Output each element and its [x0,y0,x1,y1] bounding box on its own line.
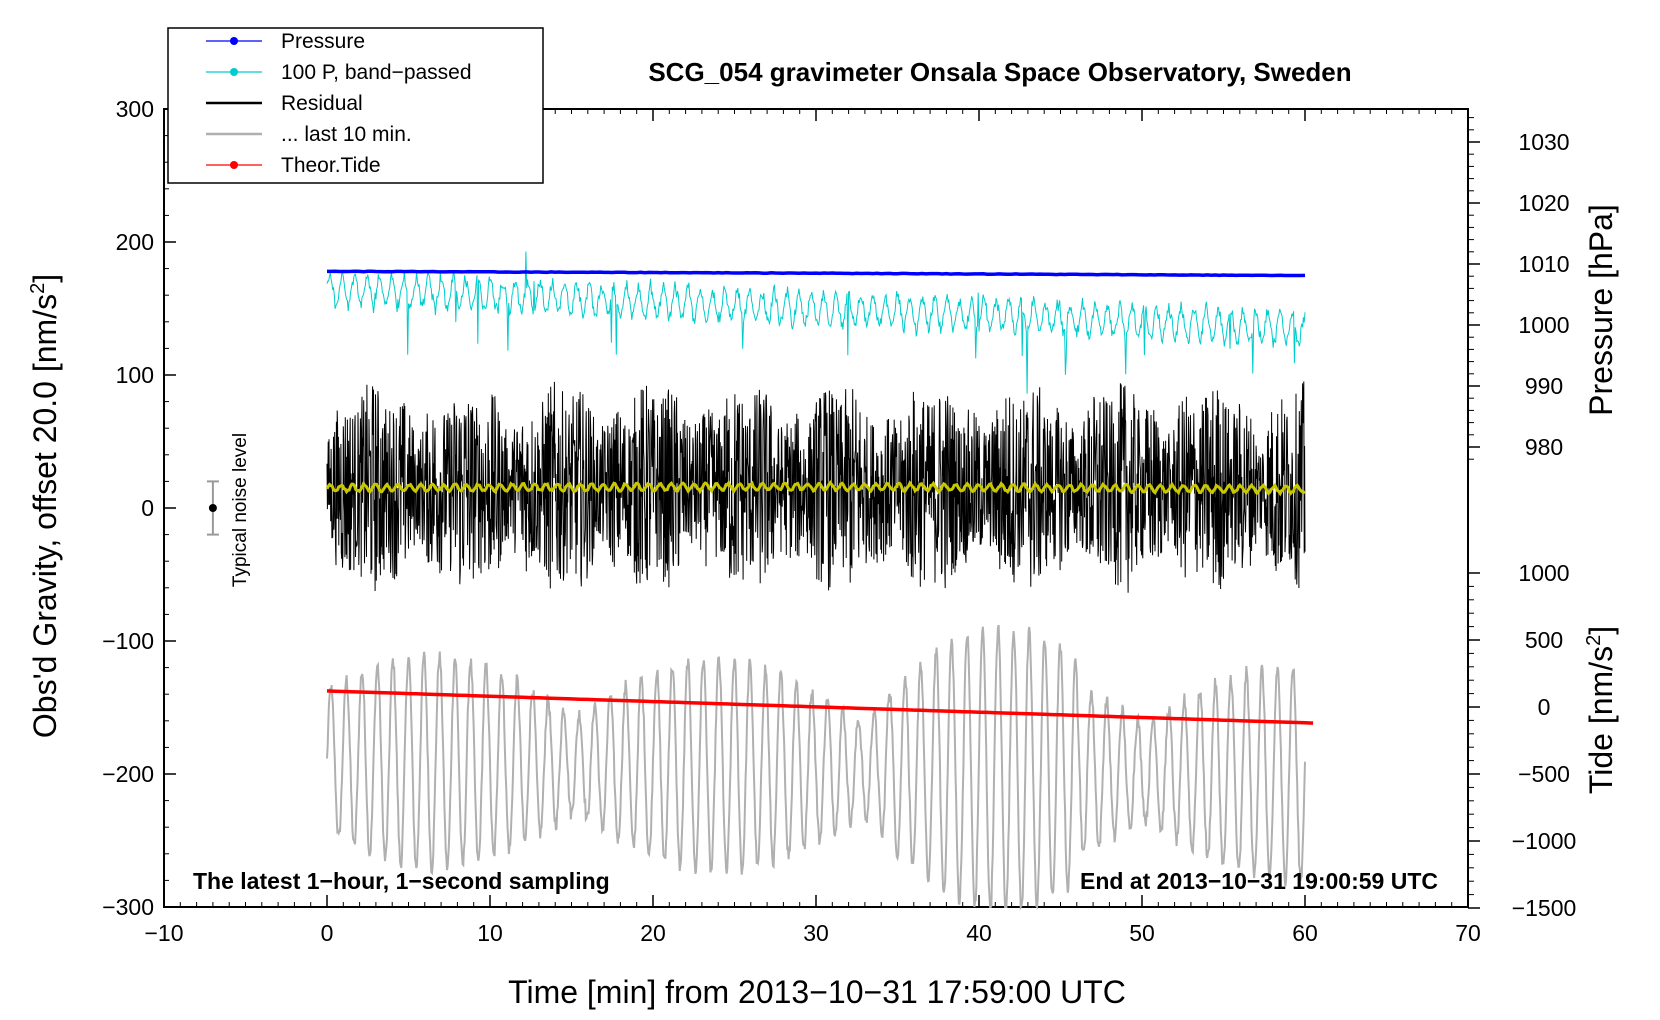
legend: Pressure 100 P, band−passed Residual ... la… [167,27,544,184]
annotation-end-time: End at 2013−10−31 19:00:59 UTC [1080,868,1438,894]
y-tick-label: 200 [116,229,154,255]
chart-title: SCG_054 gravimeter Onsala Space Observat… [648,57,1351,87]
legend-label: 100 P, band−passed [281,61,472,84]
noise-bar-dot [208,504,217,512]
legend-marker [230,37,238,45]
y-tick-label: −100 [102,628,154,654]
x-tick-label: 50 [1129,920,1155,946]
series-pressure [327,269,1306,278]
legend-marker [230,161,238,169]
x-tick-label: 30 [803,920,829,946]
tide-axis-label: Tide [nm/s2] [1583,626,1619,794]
noise-level-label: Typical noise level [230,433,251,587]
x-tick-label: −10 [144,920,183,946]
tide-tick-label: −1500 [1512,895,1577,921]
x-tick-label: 10 [477,920,503,946]
series-theor-tide [326,689,1314,725]
legend-marker [230,68,238,76]
x-tick-label: 60 [1292,920,1318,946]
y-tick-label: 0 [141,495,154,521]
annotation-sampling: The latest 1−hour, 1−second sampling [193,868,610,894]
y-tick-label: −200 [102,761,154,787]
series-layer [325,251,1314,911]
x-tick-label: 70 [1455,920,1481,946]
pressure-tick-label: 990 [1525,373,1563,399]
y-tick-label: −300 [102,894,154,920]
x-axis-label: Time [min] from 2013−10−31 17:59:00 UTC [508,974,1126,1010]
legend-label: ... last 10 min. [281,123,412,146]
legend-label: Theor.Tide [281,154,381,177]
series-last-10-min [326,624,1306,911]
y-axis-label: Obs'd Gravity, offset 20.0 [nm/s2] [27,274,63,738]
pressure-axis-label: Pressure [hPa] [1583,204,1619,416]
x-tick-label: 40 [966,920,992,946]
y-tick-label: 100 [116,362,154,388]
legend-label: Pressure [281,30,365,53]
pressure-tick-label: 1020 [1518,190,1569,216]
y-tick-label: 300 [116,96,154,122]
noise-level-bar [206,480,219,536]
tide-tick-label: −1000 [1512,828,1577,854]
pressure-tick-label: 1000 [1518,312,1569,338]
legend-label: Residual [281,92,363,115]
tick-marks: −10 0 10 20 30 40 50 60 70−300−200−1000100200300… [102,96,1576,946]
pressure-tick-label: 1030 [1518,129,1569,155]
series-gravity-smoothed [325,479,1306,497]
series-band-passed [326,251,1306,394]
legend-box [167,27,544,184]
tide-tick-label: 1000 [1518,560,1569,586]
x-tick-label: 20 [640,920,666,946]
tide-tick-label: −500 [1518,761,1570,787]
series-residual [326,381,1306,593]
x-tick-label: 0 [321,920,334,946]
tide-tick-label: 0 [1538,694,1551,720]
pressure-tick-label: 980 [1525,434,1563,460]
pressure-tick-label: 1010 [1518,251,1569,277]
tide-tick-label: 500 [1525,627,1563,653]
